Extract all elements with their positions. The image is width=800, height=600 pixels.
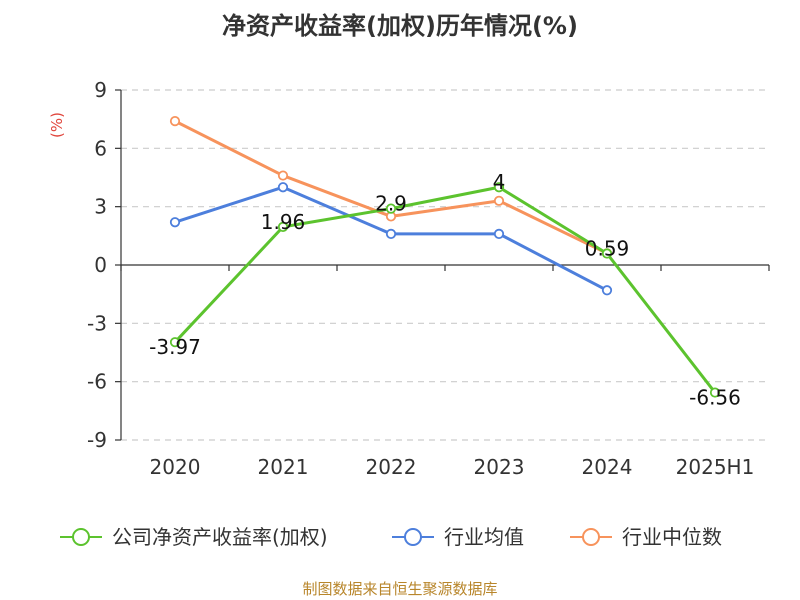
chart-title: 净资产收益率(加权)历年情况(%) (222, 12, 578, 40)
data-point (385, 228, 397, 239)
legend-label: 公司净资产收益率(加权) (112, 525, 328, 549)
data-point (169, 217, 181, 228)
y-tick-label: -3 (87, 311, 107, 335)
y-tick-label: 9 (94, 78, 107, 102)
legend-item: 公司净资产收益率(加权) (60, 525, 328, 549)
x-tick-label: 2022 (366, 455, 417, 479)
data-point (493, 228, 505, 239)
series-line (173, 185, 717, 395)
data-label: 2.9 (375, 192, 407, 216)
y-tick-label: 0 (94, 253, 107, 277)
data-point (169, 116, 181, 127)
data-label: 1.96 (261, 210, 306, 234)
y-tick-label: -6 (87, 370, 107, 394)
data-point (169, 337, 181, 348)
x-tick-label: 2020 (150, 455, 201, 479)
legend-marker (582, 528, 600, 546)
data-label: -3.97 (149, 335, 201, 359)
y-tick-label: 3 (94, 195, 107, 219)
x-tick-label: 2025H1 (676, 455, 755, 479)
data-point (601, 248, 613, 259)
legend-item: 行业均值 (392, 525, 524, 549)
y-unit-label: (%) (48, 112, 66, 138)
data-point (601, 285, 613, 296)
data-point (385, 203, 397, 214)
data-point (493, 195, 505, 206)
y-tick-label: -9 (87, 428, 107, 452)
legend-marker (404, 528, 422, 546)
x-tick-label: 2024 (582, 455, 633, 479)
data-point (493, 182, 505, 193)
data-label: -6.56 (689, 386, 741, 410)
x-tick-label: 2021 (258, 455, 309, 479)
data-label: 0.59 (585, 237, 630, 261)
data-label: 4 (493, 170, 506, 194)
y-tick-label: 6 (94, 136, 107, 160)
data-point (277, 182, 289, 193)
data-source-note: 制图数据来自恒生聚源数据库 (302, 580, 498, 598)
x-tick-label: 2023 (474, 455, 525, 479)
legend-label: 行业中位数 (622, 525, 722, 549)
legend-marker (72, 528, 90, 546)
data-point (709, 387, 721, 398)
data-point (277, 170, 289, 181)
data-point (277, 221, 289, 232)
legend-item: 行业中位数 (570, 525, 722, 549)
legend-label: 行业均值 (444, 525, 524, 549)
